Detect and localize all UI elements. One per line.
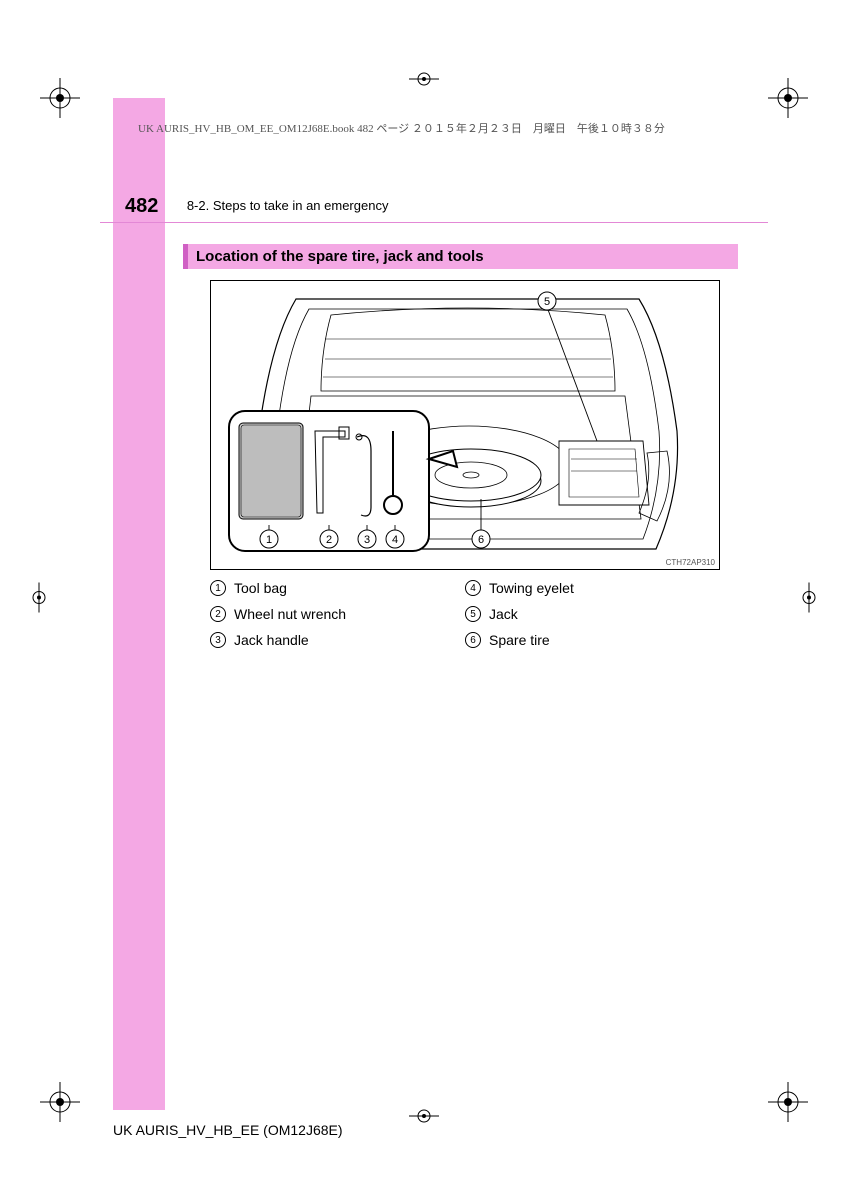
section-title: Location of the spare tire, jack and too… <box>183 244 738 269</box>
legend-item: 1 Tool bag <box>210 580 465 596</box>
crop-mark-bl <box>40 1082 80 1122</box>
legend-label: Tool bag <box>234 580 287 596</box>
crop-mark-tl <box>40 78 80 118</box>
svg-text:4: 4 <box>392 534 398 546</box>
svg-text:5: 5 <box>544 296 550 308</box>
legend-num: 2 <box>210 606 226 622</box>
legend-label: Towing eyelet <box>489 580 574 596</box>
svg-text:2: 2 <box>326 534 332 546</box>
page-number: 482 <box>125 195 158 218</box>
section-label: 8-2. Steps to take in an emergency <box>187 198 389 213</box>
legend-num: 1 <box>210 580 226 596</box>
legend-num: 4 <box>465 580 481 596</box>
header-divider <box>100 222 768 223</box>
mid-mark-bottom <box>409 1107 439 1130</box>
margin-stripe <box>113 98 165 1110</box>
legend-num: 5 <box>465 606 481 622</box>
crop-mark-br <box>768 1082 808 1122</box>
legend-label: Spare tire <box>489 632 550 648</box>
svg-text:6: 6 <box>478 534 484 546</box>
legend: 1 Tool bag 4 Towing eyelet 2 Wheel nut w… <box>210 580 720 658</box>
book-metadata: UK AURIS_HV_HB_OM_EE_OM12J68E.book 482 ペ… <box>138 120 665 136</box>
mid-mark-top <box>409 70 439 93</box>
legend-item: 2 Wheel nut wrench <box>210 606 465 622</box>
legend-item: 3 Jack handle <box>210 632 465 648</box>
crop-mark-tr <box>768 78 808 118</box>
legend-item: 5 Jack <box>465 606 720 622</box>
legend-item: 6 Spare tire <box>465 632 720 648</box>
legend-label: Wheel nut wrench <box>234 606 346 622</box>
diagram-spare-tire: 5 1 2 3 4 6 CTH72AP310 <box>210 280 720 570</box>
legend-num: 3 <box>210 632 226 648</box>
mid-mark-left <box>30 583 48 618</box>
legend-label: Jack handle <box>234 632 309 648</box>
legend-item: 4 Towing eyelet <box>465 580 720 596</box>
page-header: 482 8-2. Steps to take in an emergency <box>113 195 768 218</box>
legend-label: Jack <box>489 606 518 622</box>
diagram-code: CTH72AP310 <box>666 558 715 567</box>
svg-text:3: 3 <box>364 534 370 546</box>
footer-text: UK AURIS_HV_HB_EE (OM12J68E) <box>113 1122 343 1138</box>
svg-text:1: 1 <box>266 534 272 546</box>
legend-num: 6 <box>465 632 481 648</box>
mid-mark-right <box>800 583 818 618</box>
